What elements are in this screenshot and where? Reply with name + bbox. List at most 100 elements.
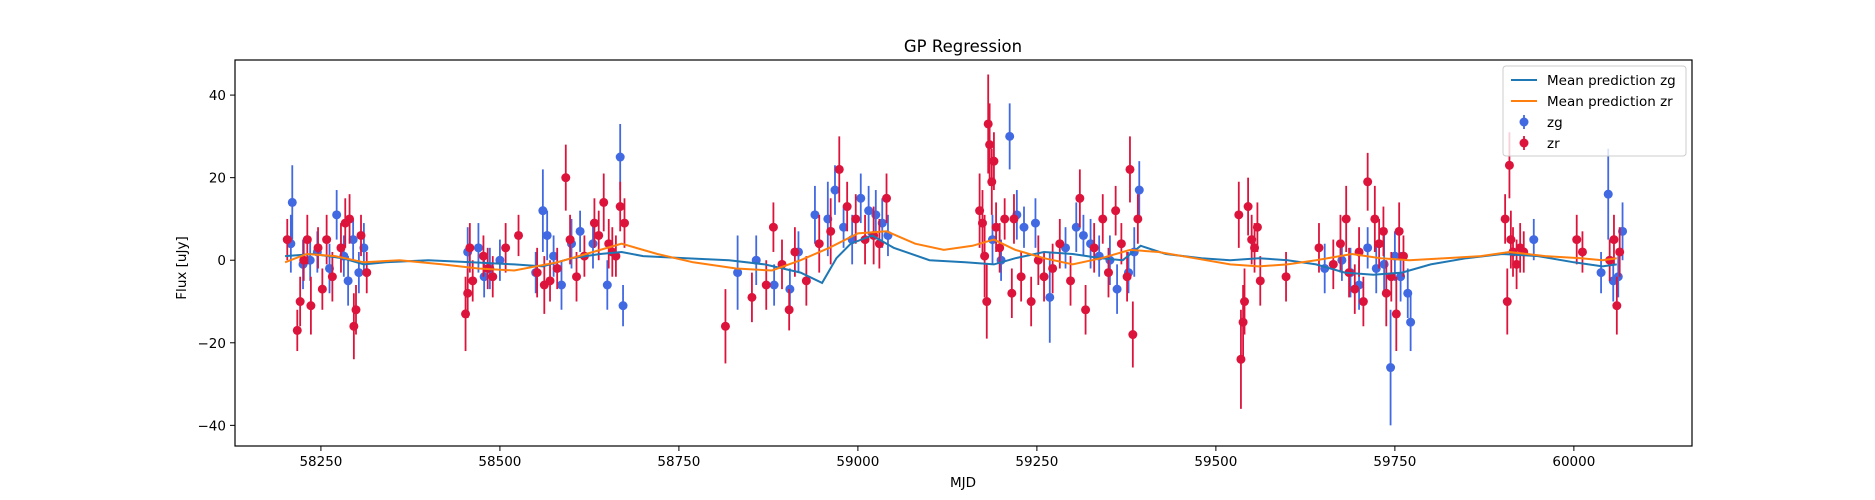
point-zr bbox=[1255, 276, 1265, 286]
point-zg bbox=[1406, 317, 1416, 327]
point-zr bbox=[1398, 251, 1408, 261]
point-zg bbox=[1134, 185, 1144, 195]
point-zg bbox=[1005, 131, 1015, 141]
point-zg bbox=[1379, 259, 1389, 269]
point-zg bbox=[348, 235, 358, 245]
point-zr bbox=[1335, 239, 1345, 249]
point-zr bbox=[784, 305, 794, 315]
point-zr bbox=[302, 235, 312, 245]
point-zr bbox=[594, 230, 604, 240]
point-zg bbox=[1071, 222, 1081, 232]
point-zg bbox=[1078, 230, 1088, 240]
point-zr bbox=[1000, 214, 1010, 224]
point-zg bbox=[542, 230, 552, 240]
point-zg bbox=[602, 280, 612, 290]
point-zr bbox=[1609, 235, 1619, 245]
point-zr bbox=[1328, 259, 1338, 269]
point-zr bbox=[1026, 297, 1036, 307]
y-tick-label: −20 bbox=[198, 336, 227, 352]
x-axis-label: MJD bbox=[950, 475, 976, 491]
legend-label: Mean prediction zg bbox=[1547, 73, 1676, 89]
point-zr bbox=[615, 202, 625, 212]
legend-swatch-point bbox=[1519, 117, 1529, 127]
point-zg bbox=[473, 243, 483, 253]
point-zr bbox=[514, 230, 524, 240]
point-zr bbox=[977, 218, 987, 228]
point-zr bbox=[599, 197, 609, 207]
point-zr bbox=[1089, 243, 1099, 253]
point-zr bbox=[351, 305, 361, 315]
point-zr bbox=[292, 325, 302, 335]
point-zr bbox=[1394, 226, 1404, 236]
point-zr bbox=[1612, 301, 1622, 311]
point-zr bbox=[1252, 222, 1262, 232]
legend-label: zr bbox=[1547, 136, 1560, 152]
point-zg bbox=[332, 210, 342, 220]
point-zr bbox=[1502, 297, 1512, 307]
y-tick-label: −40 bbox=[198, 418, 227, 434]
x-tick-label: 58750 bbox=[657, 454, 700, 470]
point-zr bbox=[982, 297, 992, 307]
point-zr bbox=[465, 243, 475, 253]
point-zr bbox=[306, 301, 316, 311]
point-zg bbox=[871, 210, 881, 220]
legend-label: zg bbox=[1547, 115, 1563, 131]
point-zr bbox=[1016, 272, 1026, 282]
point-zr bbox=[790, 247, 800, 257]
y-tick-label: 40 bbox=[209, 88, 226, 104]
point-zr bbox=[983, 119, 993, 129]
point-zr bbox=[1243, 202, 1253, 212]
point-zr bbox=[322, 235, 332, 245]
point-zr bbox=[545, 276, 555, 286]
point-zr bbox=[882, 193, 892, 203]
point-zr bbox=[1506, 235, 1516, 245]
point-zr bbox=[1103, 268, 1113, 278]
mean-line-zr bbox=[284, 230, 1617, 272]
point-zg bbox=[864, 206, 874, 216]
point-zr bbox=[987, 177, 997, 187]
point-zr bbox=[561, 173, 571, 183]
plot-area: 58250 58500 58750 59000 59250 59500 59750 60000… bbox=[198, 59, 1693, 470]
x-tick-label: 59750 bbox=[1373, 454, 1416, 470]
point-zr bbox=[1281, 272, 1291, 282]
x-tick-label: 59250 bbox=[1015, 454, 1058, 470]
point-zr bbox=[801, 276, 811, 286]
point-zg bbox=[556, 280, 566, 290]
point-zr bbox=[1341, 214, 1351, 224]
point-zr bbox=[768, 222, 778, 232]
point-zr bbox=[814, 239, 824, 249]
point-zr bbox=[282, 235, 292, 245]
point-zr bbox=[589, 218, 599, 228]
point-zr bbox=[1370, 214, 1380, 224]
point-zg bbox=[839, 222, 849, 232]
point-zg bbox=[1596, 268, 1606, 278]
point-zr bbox=[1007, 288, 1017, 298]
point-zg bbox=[1613, 272, 1623, 282]
point-zr bbox=[1128, 330, 1138, 340]
axes-frame bbox=[234, 59, 1693, 447]
point-zr bbox=[611, 251, 621, 261]
point-zg bbox=[549, 251, 559, 261]
point-zg bbox=[618, 301, 628, 311]
point-zr bbox=[1358, 297, 1368, 307]
point-zg bbox=[343, 276, 353, 286]
point-zg bbox=[495, 255, 505, 265]
point-zr bbox=[1075, 193, 1085, 203]
point-zr bbox=[1391, 309, 1401, 319]
point-zr bbox=[478, 251, 488, 261]
series-zr bbox=[282, 74, 1625, 409]
point-zg bbox=[1603, 189, 1613, 199]
point-zr bbox=[1048, 263, 1058, 273]
point-zr bbox=[1066, 276, 1076, 286]
point-zg bbox=[1529, 235, 1539, 245]
point-zr bbox=[1039, 272, 1049, 282]
point-zr bbox=[619, 218, 629, 228]
point-zr bbox=[1378, 226, 1388, 236]
point-zr bbox=[985, 140, 995, 150]
point-zg bbox=[1030, 218, 1040, 228]
x-tick-label: 59000 bbox=[836, 454, 879, 470]
legend-swatch-point bbox=[1519, 138, 1529, 148]
point-zr bbox=[1381, 288, 1391, 298]
